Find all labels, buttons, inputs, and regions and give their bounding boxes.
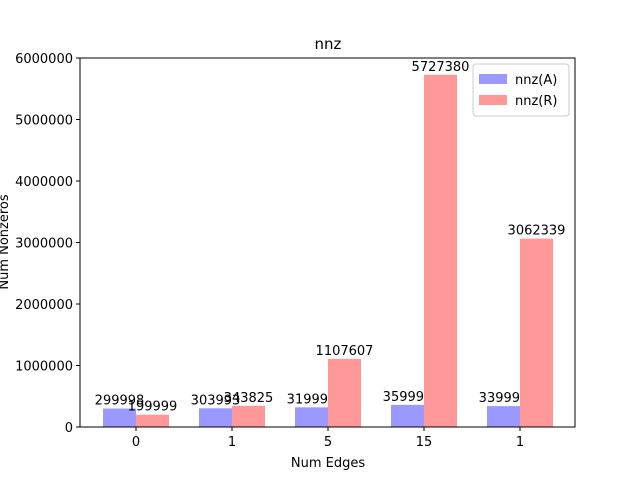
data-label: 5727380: [412, 60, 470, 75]
data-label: 3062339: [508, 224, 566, 239]
data-label: 359993: [383, 390, 433, 405]
y-axis-label: Num Nonzeros: [0, 194, 12, 290]
bar: [295, 407, 328, 427]
legend-swatch: [479, 95, 507, 105]
data-label: 299998: [95, 394, 145, 409]
data-label: 319993: [287, 392, 337, 407]
y-tick-label: 3000000: [15, 237, 73, 252]
y-tick-label: 5000000: [15, 114, 73, 129]
legend-label: nnz(A): [515, 73, 557, 88]
y-tick-label: 0: [65, 421, 73, 436]
bar: [136, 414, 169, 427]
data-label: 1107607: [316, 344, 374, 359]
y-tick-label: 2000000: [15, 298, 73, 313]
bar: [103, 408, 136, 427]
x-tick-label: 1: [516, 435, 524, 450]
data-label: 343825: [224, 391, 274, 406]
bar: [424, 74, 457, 428]
bar: [232, 405, 265, 427]
plot-frame: [79, 57, 576, 428]
data-label: 303993: [191, 393, 241, 408]
chart-title: nnz: [315, 35, 342, 53]
x-tick-label: 15: [416, 435, 433, 450]
y-tick-label: 1000000: [15, 360, 73, 375]
bar: [199, 408, 232, 427]
y-tick-label: 6000000: [15, 52, 73, 67]
x-tick-label: 0: [132, 435, 140, 450]
x-axis-label: Num Edges: [291, 456, 365, 471]
legend-label: nnz(R): [515, 94, 557, 109]
y-tick-label: 4000000: [15, 175, 73, 190]
data-label: 339993: [479, 391, 529, 406]
bar: [520, 238, 553, 427]
legend-swatch: [479, 74, 507, 84]
x-tick-label: 1: [228, 435, 236, 450]
bar: [328, 358, 361, 427]
bar: [391, 404, 424, 427]
x-tick-label: 5: [324, 435, 332, 450]
bar: [487, 406, 520, 427]
data-label: 199999: [128, 400, 178, 415]
